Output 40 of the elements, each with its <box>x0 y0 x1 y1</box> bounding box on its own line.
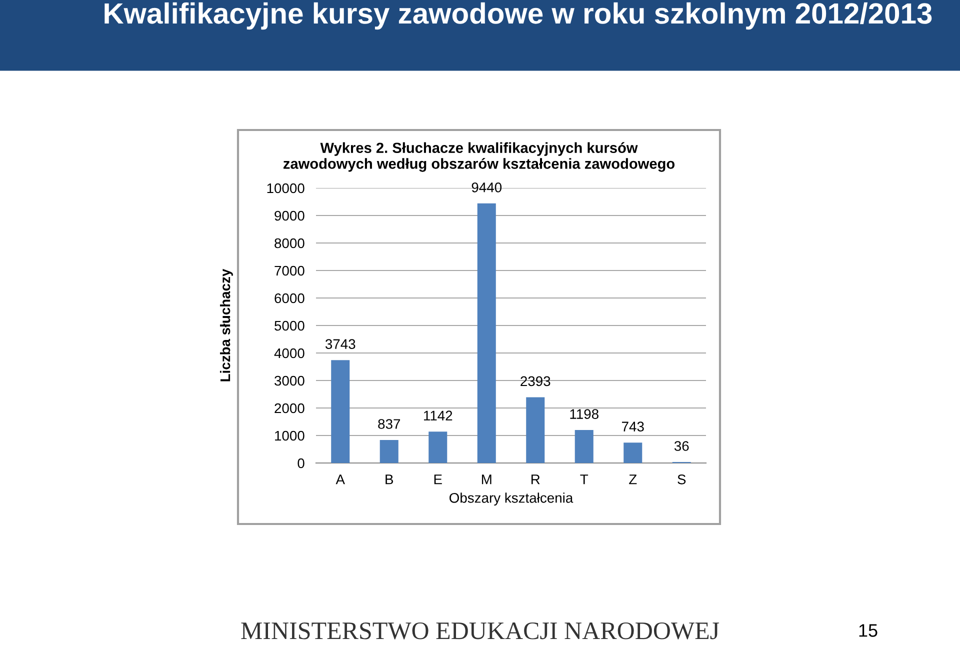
bar <box>331 360 350 463</box>
y-tick-label: 7000 <box>274 266 304 276</box>
y-tick-label: 3000 <box>274 376 304 386</box>
x-tick-label: Z <box>629 474 637 484</box>
data-label: 3743 <box>325 339 356 349</box>
x-tick-label: E <box>434 474 442 484</box>
y-tick-label: 5000 <box>274 320 304 331</box>
x-tick-label: T <box>580 474 588 484</box>
bar <box>477 203 496 463</box>
x-tick-label: B <box>386 474 394 484</box>
x-tick-label: M <box>482 474 492 484</box>
data-label: 2393 <box>520 376 550 386</box>
y-axis-title: Liczba słuchaczy <box>220 268 233 382</box>
text: 15 <box>859 624 878 637</box>
bar <box>428 432 448 463</box>
y-tick-label: 8000 <box>274 238 304 248</box>
text: MINISTERSTWO EDUKACJI NARODOWEJ <box>241 622 720 640</box>
data-label: 36 <box>674 441 689 451</box>
y-tick-label: 9000 <box>274 210 304 221</box>
x-axis-title: Obszary kształcenia <box>450 492 574 506</box>
y-tick-label: 1000 <box>275 430 304 441</box>
chart-subtitle: Wykres 2. Słuchacze kwalifikacyjnych kursów zawodowych według obszarów kształcenia zawodowego <box>284 142 675 172</box>
data-label: 9440 <box>472 182 502 192</box>
bar <box>574 430 594 463</box>
x-tick-label: R <box>532 474 540 484</box>
y-tick-label: 4000 <box>274 348 304 358</box>
data-label: 837 <box>378 419 400 429</box>
data-label: 743 <box>622 422 644 432</box>
data-label: 1198 <box>570 409 598 419</box>
y-tick-label: 2000 <box>274 403 304 414</box>
chart-title: Kwalifikacyjne kursy zawodowe w roku szkolnym 2012/2013 <box>104 2 932 30</box>
bar <box>624 442 642 463</box>
data-label: 1142 <box>424 410 452 420</box>
bar <box>526 397 545 463</box>
y-tick-label: 0 <box>298 458 304 468</box>
y-tick-label: 6000 <box>274 293 304 304</box>
y-tick-label: 10000 <box>267 183 304 194</box>
bar <box>380 440 398 463</box>
x-tick-label: S <box>678 474 686 484</box>
x-tick-label: A <box>336 474 345 484</box>
